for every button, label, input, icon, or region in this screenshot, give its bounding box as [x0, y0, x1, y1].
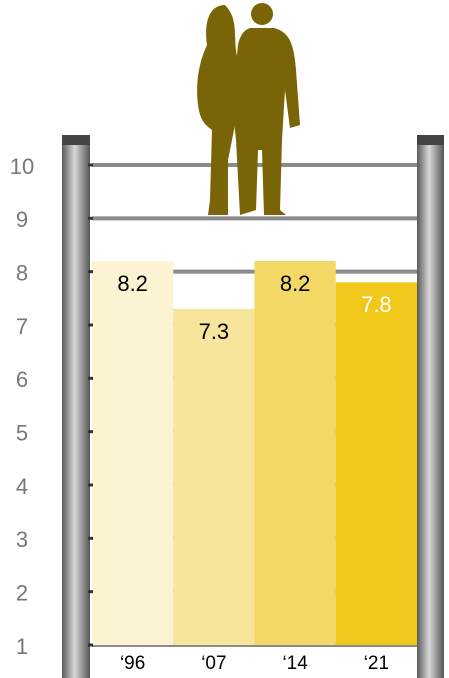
bar: [254, 261, 336, 645]
y-tick-label: 3: [16, 527, 28, 552]
bar: [335, 282, 417, 645]
bars: [92, 261, 417, 645]
y-tick-label: 6: [16, 367, 28, 392]
y-axis: 1 2 3 4 5 6 7 8 9 10: [10, 154, 93, 659]
right-pole-cap: [417, 135, 444, 145]
y-tick-label: 8: [16, 260, 28, 285]
x-tick-label: ‘21: [364, 653, 389, 674]
y-tick-label: 5: [16, 420, 28, 445]
bar: [92, 261, 174, 645]
couple-silhouette: [197, 3, 300, 215]
y-tick-label: 1: [16, 634, 28, 659]
value-label: 7.3: [199, 319, 230, 344]
y-tick-label: 4: [16, 474, 28, 499]
left-pole-cap: [62, 135, 90, 145]
value-label: 8.2: [117, 271, 148, 296]
value-label: 7.8: [361, 292, 392, 317]
left-pole: [62, 135, 90, 678]
y-tick-label: 9: [16, 207, 28, 232]
bar: [173, 309, 255, 645]
labels: 8.2 ‘96 7.3 ‘07 8.2 ‘14 7.8 ‘21: [117, 271, 391, 674]
x-tick-label: ‘96: [120, 653, 145, 674]
y-tick-label: 2: [16, 580, 28, 605]
right-pole: [417, 135, 444, 678]
y-tick-label: 7: [16, 314, 28, 339]
x-tick-label: ‘07: [201, 653, 226, 674]
x-tick-label: ‘14: [282, 653, 308, 674]
y-tick-label: 10: [10, 154, 34, 179]
value-label: 8.2: [280, 271, 311, 296]
